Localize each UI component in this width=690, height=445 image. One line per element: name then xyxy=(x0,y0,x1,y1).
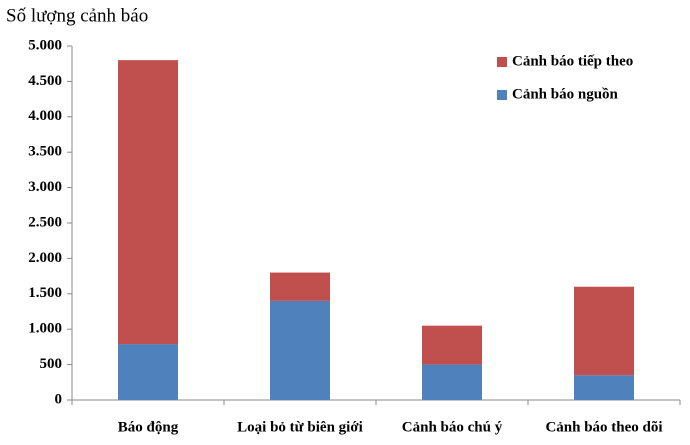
x-tick-label: Loại bỏ từ biên giới xyxy=(237,419,363,435)
legend-label: Cảnh báo nguồn xyxy=(512,86,619,102)
y-tick-label: 0 xyxy=(55,391,63,407)
bar-segment xyxy=(118,344,178,400)
y-tick-label: 1.500 xyxy=(28,285,62,301)
y-tick-label: 4.500 xyxy=(28,73,62,89)
bar-segment xyxy=(422,325,482,365)
y-tick-label: 2.000 xyxy=(28,250,62,266)
x-tick-label: Báo động xyxy=(118,419,179,435)
bar-segment xyxy=(270,272,330,301)
bar-segment xyxy=(422,364,482,400)
legend-swatch xyxy=(497,90,507,100)
y-tick-label: 3.500 xyxy=(28,144,62,160)
bar-segment xyxy=(118,60,178,345)
legend-label: Cảnh báo tiếp theo xyxy=(512,53,633,69)
y-tick-label: 3.000 xyxy=(28,179,62,195)
x-tick-label: Cảnh báo chú ý xyxy=(402,419,503,435)
y-tick-label: 5.000 xyxy=(28,37,62,53)
chart-title: Số lượng cảnh báo xyxy=(6,5,148,26)
bar-segment xyxy=(574,286,634,376)
x-tick-label: Cảnh báo theo dõi xyxy=(545,419,662,435)
y-tick-label: 4.000 xyxy=(28,108,62,124)
legend-swatch xyxy=(497,57,507,67)
bar-segment xyxy=(574,375,634,400)
bar-segment xyxy=(270,300,330,400)
y-tick-label: 500 xyxy=(40,356,63,372)
y-tick-label: 1.000 xyxy=(28,321,62,337)
y-tick-label: 2.500 xyxy=(28,214,62,230)
